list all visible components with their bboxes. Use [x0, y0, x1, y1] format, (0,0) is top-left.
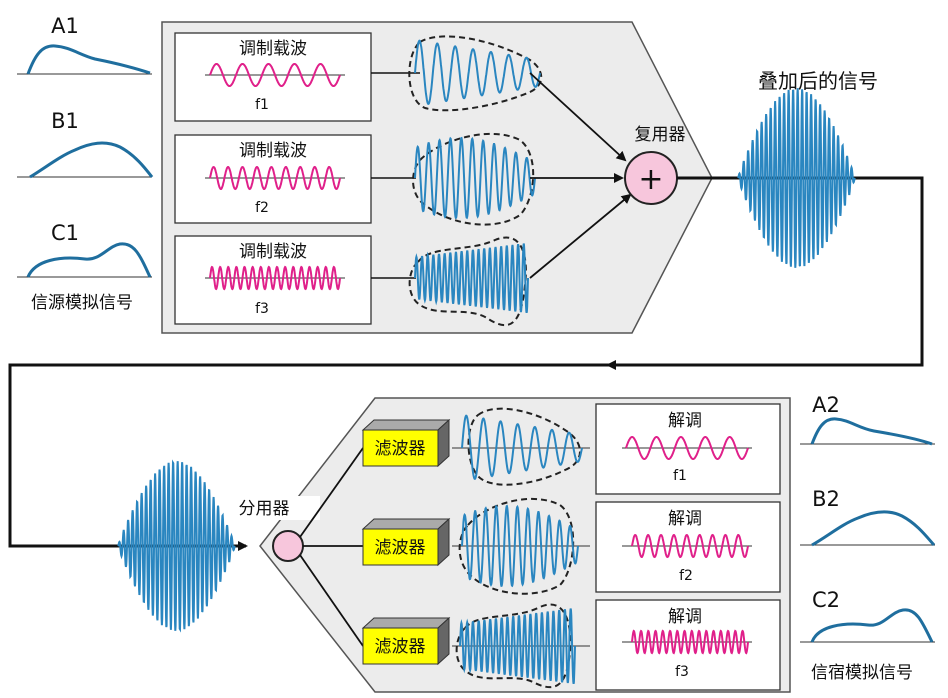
demod-label-3: 解调 [668, 607, 702, 627]
filtered-wave-1 [461, 414, 583, 481]
received-signal-wave [117, 459, 236, 633]
carrier-freq-3: f3 [255, 301, 269, 317]
carrier-wave-f3 [209, 265, 341, 291]
sink-curve-c2 [810, 608, 934, 643]
demod-label-2: 解调 [668, 509, 702, 529]
filter-label-2: 滤波器 [375, 538, 426, 558]
filter-block-3 [361, 616, 451, 666]
carrier-label-1: 调制载波 [239, 39, 307, 59]
sink-name-c2: C2 [812, 588, 840, 612]
carrier-freq-1: f1 [255, 97, 269, 113]
demod-box-2 [595, 501, 781, 593]
carrier-label-3: 调制载波 [239, 242, 307, 262]
sink-curve-b2 [811, 510, 936, 547]
splitter-label: 分用器 [239, 499, 290, 519]
combined-signal-label: 叠加后的信号 [758, 69, 878, 93]
branch-3 [299, 554, 364, 647]
demod-freq-2: f2 [679, 568, 693, 584]
demod-freq-3: f3 [675, 664, 689, 680]
combined-signal-wave [737, 88, 856, 268]
filtered-wave-2 [461, 504, 579, 588]
modulated-wave-1 [414, 39, 541, 106]
carrier-box-3 [174, 235, 372, 325]
carrier-label-2: 调制载波 [239, 141, 307, 161]
carrier-wave-f2 [209, 165, 341, 191]
demod-freq-1: f1 [673, 468, 687, 484]
modulated-wave-3 [414, 243, 529, 313]
filtered-envelope-2 [458, 497, 575, 595]
demod-carrier-wave-f1 [625, 436, 749, 460]
splitter-label-bg [228, 496, 320, 520]
demod-box-3 [595, 599, 781, 691]
source-name-a1: A1 [51, 14, 79, 38]
filter-block-2 [361, 517, 451, 567]
source-curve-a1 [26, 44, 151, 75]
demod-label-1: 解调 [668, 411, 702, 431]
carrier-wave-f1 [209, 63, 341, 87]
carrier-box-2 [174, 134, 372, 224]
source-caption: 信源模拟信号 [31, 293, 133, 313]
modulated-wave-2 [414, 136, 536, 220]
filter-block-1 [361, 418, 451, 468]
modulated-envelope-1 [408, 35, 543, 112]
demod-carrier-wave-f2 [631, 533, 749, 559]
filter-label-1: 滤波器 [375, 439, 426, 459]
source-name-c1: C1 [51, 221, 79, 245]
multiplexer-label: 复用器 [635, 125, 686, 145]
sink-name-b2: B2 [812, 487, 840, 511]
arrow-to-adder-3 [529, 193, 632, 279]
filtered-wave-3 [459, 608, 576, 684]
source-curve-b1 [29, 141, 154, 179]
source-curve-c1 [26, 242, 152, 278]
arrow-to-adder-1 [529, 72, 627, 162]
plus-symbol: + [638, 162, 663, 197]
splitter-circle [272, 530, 304, 562]
filtered-envelope-3 [455, 603, 572, 689]
source-name-b1: B1 [51, 109, 79, 133]
carrier-freq-2: f2 [255, 200, 269, 216]
sink-curve-a2 [810, 417, 933, 446]
sink-name-a2: A2 [812, 393, 840, 417]
sink-caption: 信宿模拟信号 [811, 663, 913, 683]
branch-1 [299, 447, 364, 538]
filter-label-3: 滤波器 [375, 637, 426, 657]
demod-carrier-wave-f3 [631, 629, 749, 655]
